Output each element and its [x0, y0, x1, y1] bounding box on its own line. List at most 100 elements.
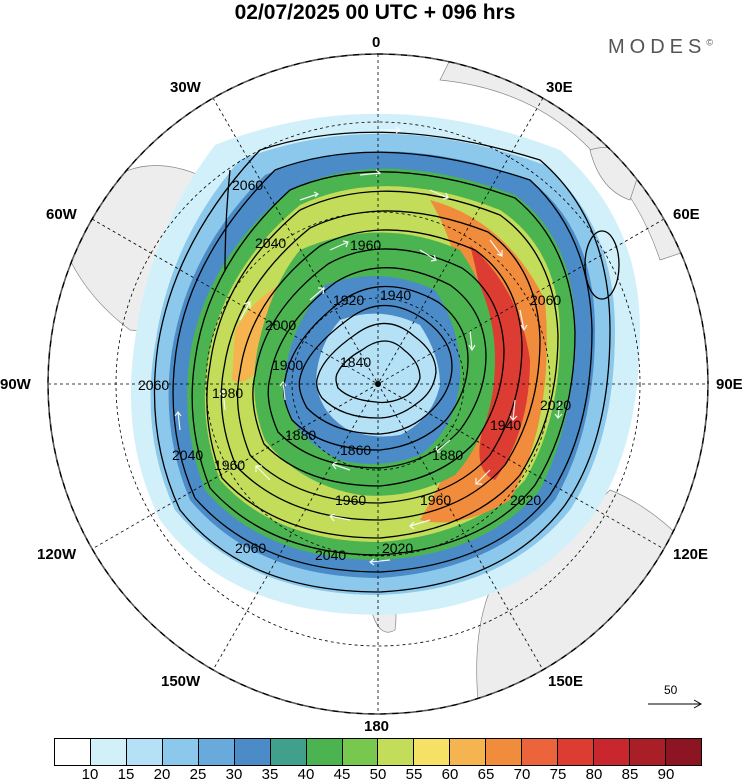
colorbar-tick-label: 70	[513, 766, 531, 783]
contour-2040	[172, 151, 593, 573]
longitude-label-150e: 150E	[548, 673, 584, 690]
colorbar-swatch	[198, 739, 235, 765]
height-contours	[153, 131, 620, 593]
wind-arrow	[255, 465, 271, 481]
contour-label: 1940	[380, 287, 411, 303]
map-boundary-dash	[47, 53, 709, 715]
contour-label: 2060	[232, 177, 263, 193]
colorbar-swatch	[378, 739, 415, 765]
contour-label: 1940	[490, 417, 521, 433]
longitude-label-30e: 30E	[546, 79, 573, 96]
contour-1960	[236, 229, 523, 504]
colorbar-swatch	[450, 739, 487, 765]
colorbar-tick-label: 60	[441, 766, 459, 783]
colorbar-swatch	[630, 739, 666, 765]
longitude-label-60e: 60E	[673, 206, 700, 223]
colorbar-tick-label: 90	[657, 766, 675, 783]
wind-arrow	[329, 240, 349, 251]
colorbar-tick-label: 50	[369, 766, 387, 783]
contour-label: 2020	[382, 540, 413, 556]
contour-label: 1980	[212, 385, 243, 401]
colorbar-tick-label: 40	[297, 766, 315, 783]
colorbar-tick-label: 35	[261, 766, 279, 783]
longitude-label-90w: 90W	[0, 376, 31, 393]
contour-1940	[252, 248, 505, 487]
colorbar-tick-label: 55	[405, 766, 423, 783]
wind-arrow	[409, 519, 431, 530]
contour-2060	[153, 131, 611, 593]
wind-arrow	[435, 439, 451, 453]
longitude-label-180: 180	[364, 718, 390, 735]
contour-label: 1960	[350, 237, 381, 253]
wind-arrow	[509, 399, 518, 421]
contour-label: 1840	[340, 354, 371, 370]
colorbar-swatch	[522, 739, 559, 765]
colorbar-swatch	[162, 739, 199, 765]
contour-1980	[220, 210, 541, 521]
reference-vector-arrow	[648, 699, 703, 709]
contour-1880	[298, 304, 453, 435]
colorbar-tick-label: 15	[117, 766, 135, 783]
contour-label: 1960	[420, 492, 451, 508]
wind-arrow	[419, 249, 437, 262]
contour-label-group: 2060 2040 1960 1920 2000 1840 1900 1980 …	[138, 177, 571, 563]
wind-arrow	[380, 126, 401, 134]
colorbar-swatch	[90, 739, 127, 765]
colorbar-swatch	[270, 739, 307, 765]
contour-label: 2060	[530, 292, 561, 308]
contour-label: 2040	[172, 447, 203, 463]
colorbar-swatch	[594, 739, 630, 765]
contour-label: 2020	[510, 492, 541, 508]
colorbar-tick-label: 85	[621, 766, 639, 783]
contour-label: 1880	[432, 447, 463, 463]
colorbar-swatch	[306, 739, 343, 765]
longitude-label-90e: 90E	[716, 376, 743, 393]
wind-arrow	[329, 513, 351, 522]
longitude-label-150w: 150W	[161, 673, 201, 690]
wind-arrow	[239, 301, 251, 321]
colorbar-swatch	[234, 739, 271, 765]
map-title: 02/07/2025 00 UTC + 096 hrs	[234, 1, 516, 24]
colorbar-swatch	[55, 739, 91, 765]
wind-arrow	[279, 381, 287, 401]
contour-label: 1960	[214, 457, 245, 473]
wind-arrow	[309, 287, 325, 301]
contour-label: 2060	[235, 540, 266, 556]
wind-arrow	[475, 469, 491, 485]
colorbar	[54, 738, 702, 766]
contour-label: 1960	[335, 492, 366, 508]
polar-stereographic-map: 2060 2040 1960 1920 2000 1840 1900 1980 …	[47, 53, 709, 715]
reference-vector-label: 50	[664, 683, 678, 697]
map-content: 2060 2040 1960 1920 2000 1840 1900 1980 …	[48, 54, 708, 714]
longitude-label-120e: 120E	[673, 546, 709, 563]
contour-label: 1920	[333, 292, 364, 308]
contour-label: 1900	[272, 357, 303, 373]
brand-copyright: ©	[706, 37, 713, 48]
wind-vectors	[174, 126, 563, 566]
wind-arrow	[554, 399, 563, 419]
colorbar-tick-label: 65	[477, 766, 495, 783]
longitude-label-120w: 120W	[37, 546, 77, 563]
colorbar-tick-label: 75	[549, 766, 567, 783]
contour-2020	[191, 171, 576, 556]
colorbar-swatch	[486, 739, 523, 765]
colorbar-swatch	[126, 739, 163, 765]
longitude-label-60w: 60W	[46, 206, 77, 223]
contour-label: 1880	[285, 427, 316, 443]
wind-arrow	[468, 329, 476, 352]
contour-label: 1860	[340, 442, 371, 458]
contour-label: 2020	[540, 397, 571, 413]
contour-label: 2040	[255, 235, 286, 251]
colorbar-swatch	[665, 739, 701, 765]
wind-arrow	[489, 239, 503, 257]
colorbar-tick-label: 25	[189, 766, 207, 783]
contour-1860	[316, 322, 437, 419]
contour-1840	[335, 340, 421, 404]
wind-arrow	[174, 411, 182, 431]
colorbar-tick-label: 30	[225, 766, 243, 783]
colorbar-tick-label: 45	[333, 766, 351, 783]
colorbar-swatch	[558, 739, 595, 765]
colorbar-tick-label: 80	[585, 766, 603, 783]
colorbar-tick-label: 10	[81, 766, 99, 783]
contour-1900	[282, 285, 469, 451]
